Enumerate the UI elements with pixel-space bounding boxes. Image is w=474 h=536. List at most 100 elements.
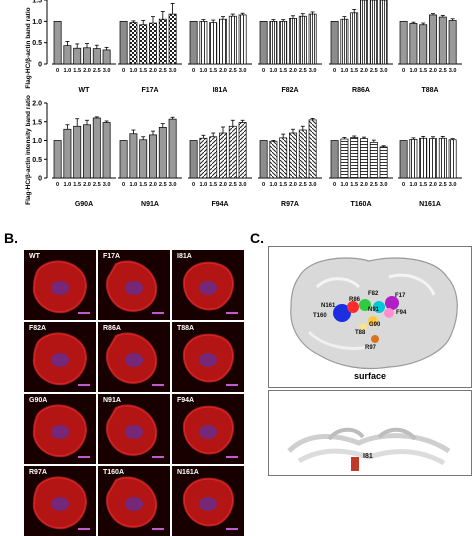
x-tick-label: 1.5	[279, 182, 287, 188]
bar	[228, 125, 237, 179]
x-tick-label: 2.0	[429, 182, 437, 188]
bar	[399, 140, 408, 179]
nucleus	[125, 281, 143, 295]
scale-bar	[152, 384, 164, 386]
bar	[228, 15, 237, 65]
y-tick-label: 0	[38, 62, 42, 69]
bar	[399, 20, 408, 65]
bar	[279, 137, 288, 179]
group-label: N161A	[419, 201, 441, 208]
bar	[419, 24, 428, 65]
residue-label-f94: F94	[396, 310, 407, 316]
bar	[279, 20, 288, 65]
x-tick-label: 1.5	[73, 68, 81, 74]
group-label: F82A	[281, 87, 298, 94]
nucleus	[125, 353, 143, 367]
bar	[189, 140, 198, 179]
cell-image	[182, 477, 238, 530]
residue-i81-sticks	[351, 457, 359, 471]
x-tick-label: 2.0	[289, 182, 297, 188]
bar	[429, 14, 437, 65]
bar	[73, 125, 82, 179]
residue-label-f82: F82	[368, 291, 379, 297]
bar	[409, 23, 418, 65]
bar	[129, 133, 138, 179]
group-label: G90A	[75, 201, 93, 208]
cell-image	[182, 261, 238, 314]
y-tick-label: 0.5	[32, 40, 42, 47]
cell-image	[32, 332, 90, 386]
panel-letter-c: C.	[250, 230, 264, 246]
bar	[63, 45, 72, 65]
bar	[379, 146, 388, 179]
bar	[139, 139, 148, 179]
bar	[330, 20, 339, 65]
bar	[340, 138, 349, 179]
x-tick-label: 2.0	[360, 68, 368, 74]
bar	[269, 20, 278, 65]
x-tick-label: 3.0	[449, 182, 457, 188]
x-tick-label: 1.5	[139, 182, 147, 188]
bar	[189, 20, 198, 65]
x-tick-label: 3.0	[103, 182, 111, 188]
residue-n91-patch	[373, 301, 385, 313]
x-tick-label: 2.5	[370, 182, 378, 188]
bar	[199, 20, 208, 65]
scale-bar	[226, 384, 238, 386]
protein-surface-panel: N161 T160 R86 F82 F17 N91 F94 G90 T88 R9…	[268, 246, 472, 388]
bar	[149, 22, 157, 65]
bar	[330, 140, 339, 179]
bar	[350, 137, 359, 179]
nucleus	[199, 353, 217, 367]
residue-t88-patch	[359, 323, 367, 331]
residue-label-i81: I81	[363, 453, 373, 460]
x-tick-label: 2.5	[229, 68, 237, 74]
x-tick-label: 1.0	[410, 182, 418, 188]
bar	[448, 139, 457, 179]
x-tick-label: 1.0	[410, 68, 418, 74]
x-tick-label: 1.0	[200, 182, 208, 188]
micrograph-label: R97A	[29, 469, 47, 476]
x-tick-label: 2.0	[289, 68, 297, 74]
micrograph-label: R86A	[103, 325, 121, 332]
micrograph-label: I81A	[177, 253, 192, 260]
x-tick-label: 3.0	[449, 68, 457, 74]
x-tick-label: 1.0	[64, 182, 72, 188]
bar	[238, 14, 247, 65]
micrograph-label: T88A	[177, 325, 195, 332]
cell-image	[106, 260, 164, 314]
residue-label-t88: T88	[355, 330, 366, 336]
micrograph-cell: F82A	[24, 322, 96, 392]
micrograph-cell: WT	[24, 250, 96, 320]
x-tick-label: 2.5	[159, 182, 167, 188]
residue-label-n161: N161	[321, 303, 336, 309]
bar	[298, 129, 307, 179]
x-tick-label: 2.5	[299, 182, 307, 188]
bar	[83, 47, 91, 65]
bar	[360, 0, 368, 65]
x-tick-label: 2.0	[360, 182, 368, 188]
micrograph-cell: R86A	[98, 322, 170, 392]
micrograph-label: T160A	[103, 469, 125, 476]
cell-image	[182, 405, 238, 458]
x-tick-label: 2.5	[370, 68, 378, 74]
bar	[298, 15, 307, 65]
cell-image	[182, 333, 238, 386]
micrograph-cell: T160A	[98, 466, 170, 536]
x-tick-label: 2.5	[159, 68, 167, 74]
y-tick-label: 1.5	[32, 0, 42, 5]
x-tick-label: 0	[333, 182, 336, 188]
group-label: R97A	[281, 201, 299, 208]
bar	[53, 20, 62, 65]
bar	[308, 13, 317, 65]
cell-image	[106, 332, 164, 386]
micrograph-cell: N91A	[98, 394, 170, 464]
x-tick-label: 1.0	[341, 182, 349, 188]
residue-f17-patch	[385, 296, 399, 310]
protein-cartoon-image	[287, 427, 451, 471]
y-tick-label: 1.0	[32, 138, 42, 145]
bar	[369, 142, 378, 179]
bar	[219, 132, 227, 179]
